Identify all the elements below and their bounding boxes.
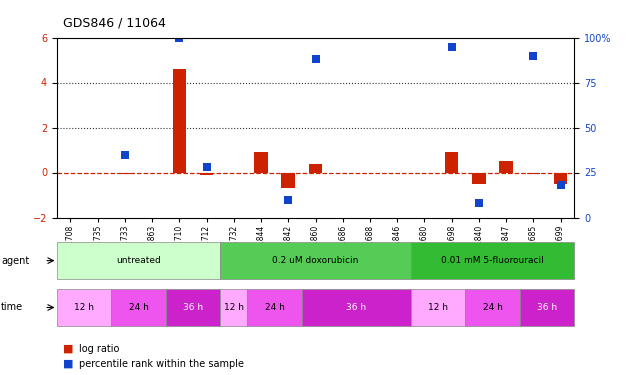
Bar (254, 152, 268, 172)
Bar (445, 152, 459, 172)
Text: 36 h: 36 h (346, 303, 367, 312)
Bar (526, 172, 540, 174)
Text: ■: ■ (63, 344, 74, 354)
Bar (220, 289, 247, 326)
Bar (465, 289, 520, 326)
Bar (57, 289, 111, 326)
Text: 24 h: 24 h (483, 303, 502, 312)
Text: 12 h: 12 h (428, 303, 448, 312)
Bar (118, 172, 132, 174)
Point (474, 200, 484, 206)
Bar (166, 289, 220, 326)
Bar (554, 172, 567, 184)
Text: ■: ■ (63, 359, 74, 369)
Point (528, 53, 538, 58)
Point (283, 196, 293, 202)
Bar (281, 172, 295, 188)
Text: GDS846 / 11064: GDS846 / 11064 (63, 17, 166, 30)
Text: percentile rank within the sample: percentile rank within the sample (79, 359, 244, 369)
Text: 0.2 uM doxorubicin: 0.2 uM doxorubicin (273, 256, 358, 265)
Bar (200, 172, 213, 175)
Bar (499, 161, 513, 172)
Text: 0.01 mM 5-fluorouracil: 0.01 mM 5-fluorouracil (441, 256, 544, 265)
Bar (247, 289, 302, 326)
Bar (57, 242, 220, 279)
Point (174, 34, 184, 40)
Text: 12 h: 12 h (224, 303, 244, 312)
Point (555, 182, 565, 188)
Text: log ratio: log ratio (79, 344, 119, 354)
Text: agent: agent (1, 256, 30, 266)
Bar (472, 172, 486, 184)
Point (447, 44, 457, 50)
Text: 24 h: 24 h (265, 303, 285, 312)
Bar (302, 289, 411, 326)
Point (201, 164, 211, 170)
Text: 36 h: 36 h (183, 303, 203, 312)
Text: 12 h: 12 h (74, 303, 94, 312)
Bar (220, 242, 411, 279)
Point (310, 56, 321, 62)
Text: time: time (1, 303, 23, 312)
Bar (411, 289, 465, 326)
Point (120, 152, 130, 157)
Bar (111, 289, 166, 326)
Bar (309, 164, 322, 172)
Text: untreated: untreated (116, 256, 161, 265)
Text: 24 h: 24 h (129, 303, 148, 312)
Text: 36 h: 36 h (537, 303, 557, 312)
Bar (411, 242, 574, 279)
Bar (172, 69, 186, 172)
Bar (520, 289, 574, 326)
